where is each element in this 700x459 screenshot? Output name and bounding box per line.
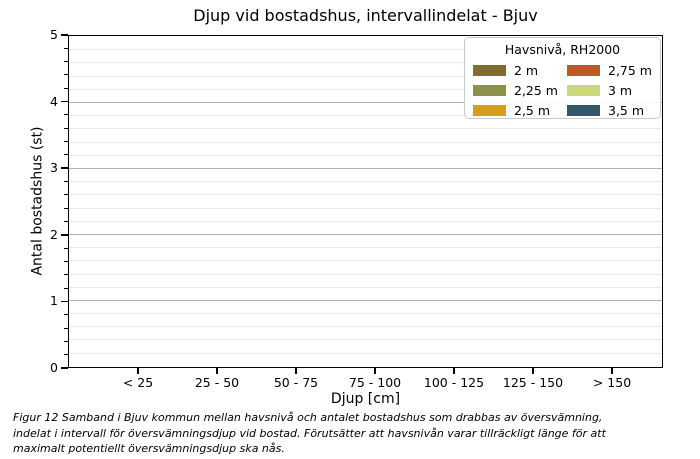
minor-gridline bbox=[69, 352, 662, 354]
y-axis-label: Antal bostadshus (st) bbox=[29, 126, 46, 276]
legend-item: 2,25 m bbox=[473, 83, 559, 98]
y-tick bbox=[61, 100, 68, 103]
x-tick bbox=[453, 368, 455, 374]
x-tick-label: > 150 bbox=[592, 375, 632, 390]
legend-swatch bbox=[567, 84, 600, 96]
x-tick bbox=[137, 368, 139, 374]
x-tick bbox=[295, 368, 297, 374]
legend-item: 2,75 m bbox=[567, 63, 653, 78]
minor-gridline bbox=[69, 247, 662, 249]
minor-gridline bbox=[69, 207, 662, 209]
chart-title: Djup vid bostadshus, intervallindelat - … bbox=[193, 6, 538, 25]
legend-items: 2 m 2,25 m 2,5 m 2,75 m 3 m 3,5 m bbox=[472, 60, 653, 120]
y-tick bbox=[61, 34, 68, 36]
y-tick bbox=[61, 300, 68, 303]
x-tick-label: 125 - 150 bbox=[502, 375, 564, 390]
legend-item-label: 2,5 m bbox=[514, 102, 551, 118]
legend-swatch bbox=[567, 64, 600, 76]
minor-gridline bbox=[69, 326, 662, 328]
x-tick bbox=[611, 368, 613, 374]
figure-caption: Figur 12 Samband i Bjuv kommun mellan ha… bbox=[13, 410, 693, 457]
x-tick-label: < 25 bbox=[122, 375, 154, 390]
minor-gridline bbox=[69, 141, 662, 143]
x-tick-label: 25 - 50 bbox=[194, 375, 240, 390]
legend: Havsnivå, RH2000 2 m 2,25 m 2,5 m 2,75 m 3 m… bbox=[464, 37, 661, 119]
minor-gridline bbox=[69, 154, 662, 156]
y-tick bbox=[61, 367, 68, 369]
minor-gridline bbox=[69, 194, 662, 196]
caption-line: indelat i intervall för översvämningsdju… bbox=[13, 426, 606, 440]
major-gridline bbox=[69, 299, 662, 301]
caption-line: Figur 12 Samband i Bjuv kommun mellan ha… bbox=[13, 411, 603, 424]
legend-swatch bbox=[473, 84, 506, 96]
minor-gridline bbox=[69, 220, 662, 222]
legend-item-label: 2,25 m bbox=[514, 82, 558, 98]
minor-gridline bbox=[69, 88, 662, 90]
minor-gridline bbox=[69, 273, 662, 275]
major-gridline bbox=[69, 102, 662, 104]
x-tick bbox=[374, 368, 376, 374]
minor-gridline bbox=[69, 62, 662, 64]
major-gridline bbox=[69, 233, 662, 236]
legend-swatch bbox=[567, 104, 600, 116]
major-gridline bbox=[69, 167, 662, 170]
x-tick-label: 100 - 125 bbox=[423, 375, 485, 390]
minor-gridline bbox=[69, 115, 662, 117]
legend-item: 3 m bbox=[567, 83, 653, 98]
minor-gridline bbox=[69, 128, 662, 130]
legend-item: 2 m bbox=[473, 63, 559, 78]
legend-swatch bbox=[473, 104, 506, 116]
gridlines-layer bbox=[69, 36, 662, 367]
legend-title: Havsnivå, RH2000 bbox=[504, 42, 621, 57]
x-tick bbox=[216, 368, 218, 374]
minor-gridline bbox=[69, 75, 662, 77]
legend-item: 3,5 m bbox=[567, 103, 653, 118]
x-tick-label: 50 - 75 bbox=[273, 375, 319, 390]
minor-gridline bbox=[69, 260, 662, 262]
minor-gridline bbox=[69, 181, 662, 183]
minor-gridline bbox=[69, 313, 662, 314]
y-tick bbox=[61, 234, 68, 236]
legend-item-label: 2,75 m bbox=[608, 62, 652, 78]
caption-line: maximalt potentiellt översvämningsdjup s… bbox=[13, 442, 285, 456]
x-tick bbox=[532, 368, 534, 374]
legend-item-label: 3 m bbox=[608, 82, 633, 98]
legend-item-label: 2 m bbox=[514, 62, 539, 78]
minor-gridline bbox=[69, 339, 662, 341]
legend-item-label: 3,5 m bbox=[608, 102, 645, 118]
x-axis-label: Djup [cm] bbox=[330, 391, 401, 407]
legend-item: 2,5 m bbox=[473, 103, 559, 118]
y-tick bbox=[61, 167, 68, 169]
minor-gridline bbox=[69, 49, 662, 51]
minor-gridline bbox=[69, 286, 662, 288]
x-tick-label: 75 - 100 bbox=[348, 375, 402, 390]
legend-swatch bbox=[473, 64, 506, 76]
